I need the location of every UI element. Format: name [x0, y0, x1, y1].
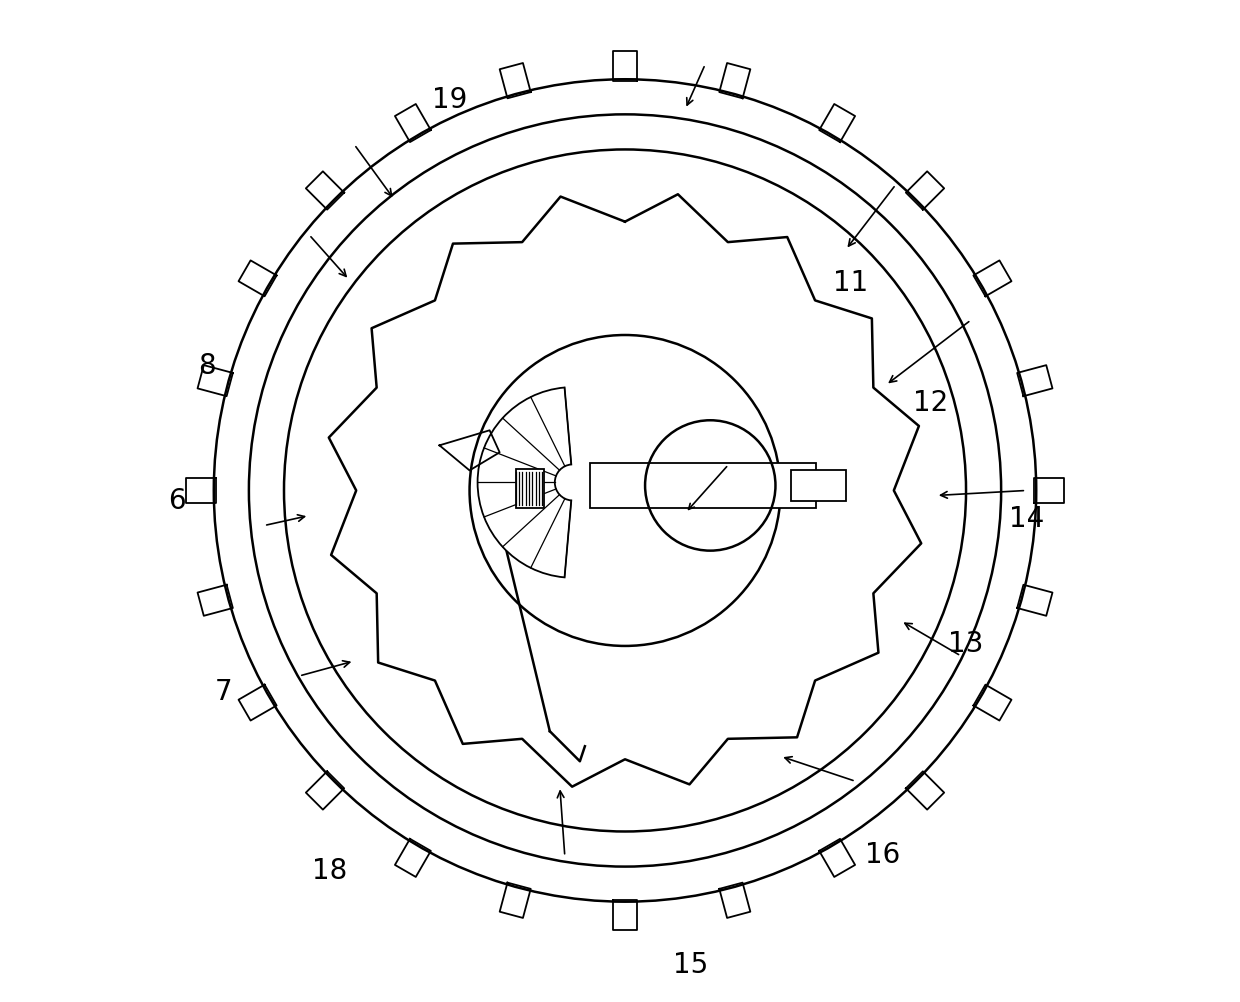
- Text: 11: 11: [833, 269, 868, 297]
- Text: 14: 14: [1008, 504, 1044, 532]
- Text: 6: 6: [167, 487, 186, 515]
- Bar: [791, 471, 846, 501]
- Text: 12: 12: [914, 389, 949, 417]
- Text: 8: 8: [198, 352, 216, 380]
- Text: 19: 19: [432, 86, 467, 114]
- Text: 18: 18: [311, 856, 347, 884]
- Text: 13: 13: [949, 629, 983, 657]
- Text: 15: 15: [672, 950, 708, 978]
- Text: 7: 7: [215, 677, 233, 705]
- Wedge shape: [477, 388, 572, 578]
- Text: 16: 16: [866, 840, 900, 868]
- Bar: [516, 470, 544, 508]
- Bar: [590, 464, 816, 508]
